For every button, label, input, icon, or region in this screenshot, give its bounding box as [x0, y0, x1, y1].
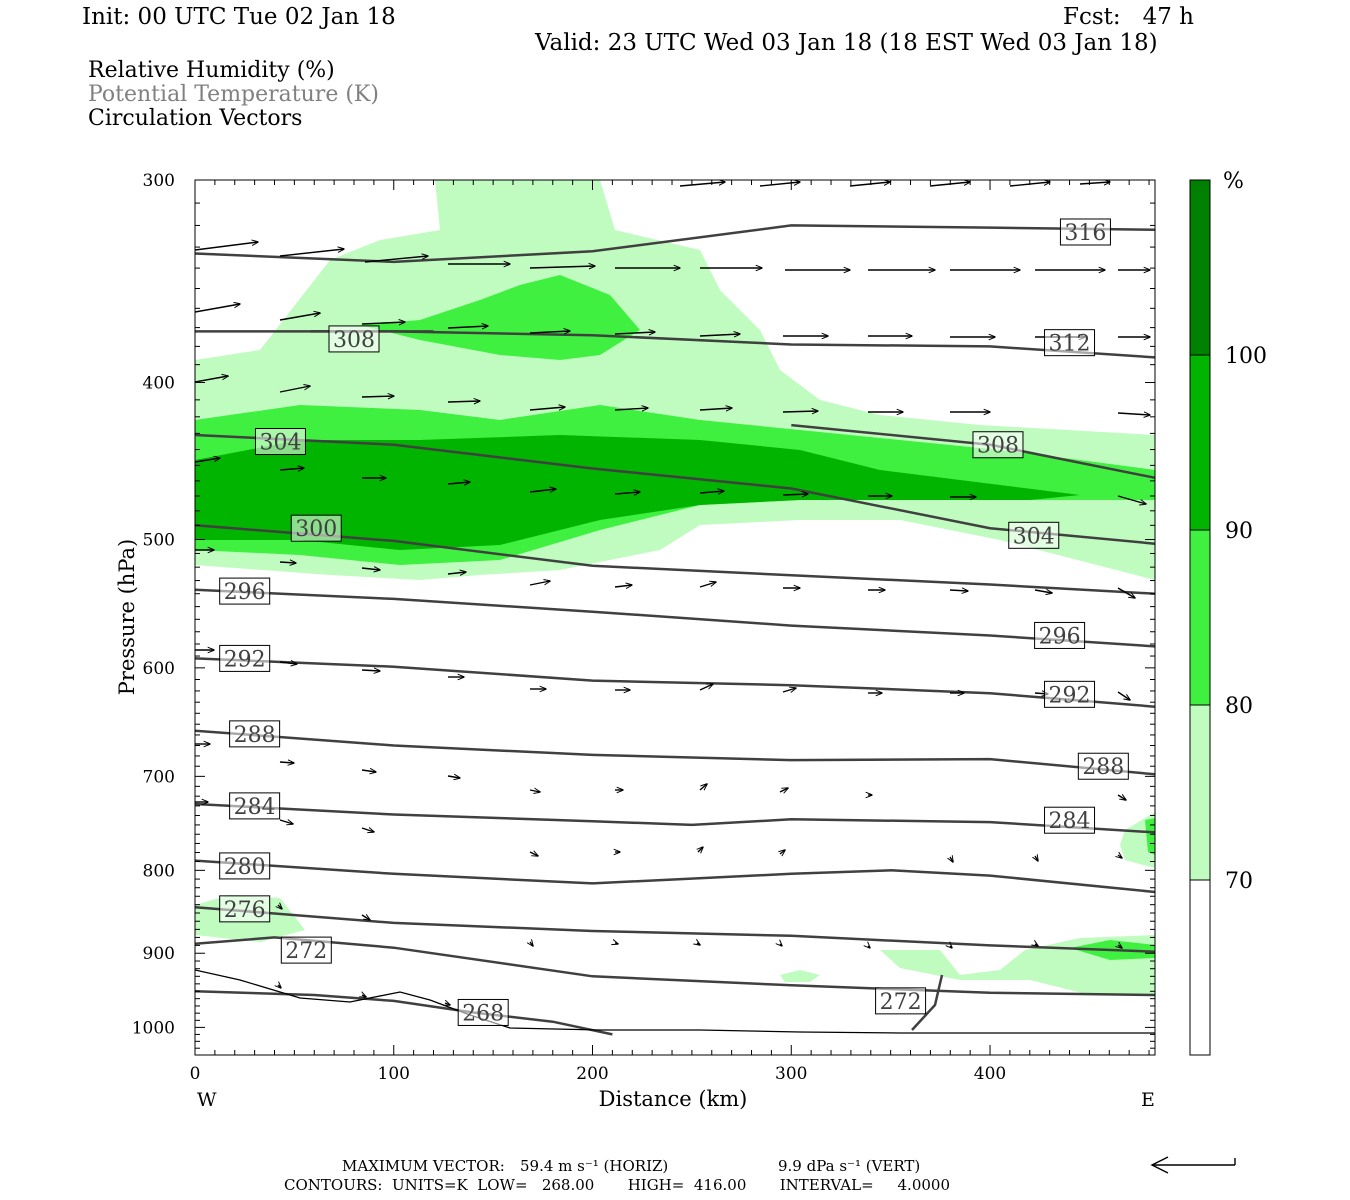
contour-label-box	[972, 431, 1024, 459]
x-tick-label: 0	[190, 1064, 201, 1084]
y-tick-label: 500	[143, 531, 175, 551]
x-tick-label: 100	[378, 1064, 410, 1084]
theta-contour-296	[195, 588, 1155, 648]
contour-label: 304	[1013, 524, 1055, 549]
colorbar: % 100 90 80 70	[1189, 169, 1267, 1056]
axes: 0 100 200 300 400 300 400 500 600 700 800 900 1000 Di…	[115, 171, 1155, 1111]
contour-label-box	[1034, 621, 1086, 649]
legend-potential-temperature: Potential Temperature (K)	[88, 82, 379, 107]
contour-label-box	[1044, 329, 1096, 357]
contour-label: 284	[234, 795, 276, 820]
contour-label: 292	[1049, 683, 1091, 708]
contour-label: 272	[880, 990, 922, 1015]
y-tick-label: 400	[143, 373, 175, 393]
contour-label: 308	[977, 434, 1019, 459]
x-tick-label: 400	[974, 1064, 1006, 1084]
contour-label-box	[219, 644, 271, 672]
theta-contour-280	[195, 859, 1155, 894]
theta-contour-292	[195, 657, 1155, 708]
plot-frame	[194, 179, 1156, 1056]
rh-70-small-cell	[780, 970, 820, 982]
theta-contour-300	[195, 524, 1155, 595]
y-tick-label: 1000	[132, 1018, 175, 1038]
contour-label-box	[254, 428, 306, 456]
contour-label: 288	[234, 723, 276, 748]
colorbar-below-70	[1189, 879, 1211, 1056]
contour-label: 280	[224, 855, 266, 880]
y-tick-label: 700	[143, 767, 175, 787]
contour-label: 296	[224, 580, 266, 605]
max-vector-vert: 9.9 dPa s⁻¹ (VERT)	[778, 1157, 921, 1175]
contour-label: 284	[1049, 809, 1091, 834]
x-tick-label: 300	[775, 1064, 807, 1084]
y-tick-label: 900	[143, 944, 175, 964]
contour-label-box	[219, 577, 271, 605]
contour-label-box	[328, 325, 380, 353]
contour-label-box	[229, 720, 281, 748]
colorbar-70	[1189, 704, 1211, 881]
contour-label: 268	[462, 1001, 504, 1026]
colorbar-label-80: 80	[1225, 694, 1253, 719]
theta-contour-272	[195, 936, 1155, 997]
max-vector-label: MAXIMUM VECTOR:	[342, 1157, 505, 1175]
reference-vector-icon	[1150, 1156, 1236, 1174]
theta-contour-276	[195, 905, 1155, 953]
x-tick-label: 200	[576, 1064, 608, 1084]
contour-label: 292	[224, 647, 266, 672]
contour-label-box	[229, 792, 281, 820]
colorbar-100	[1189, 179, 1211, 356]
init-time: Init: 00 UTC Tue 02 Jan 18	[82, 4, 396, 30]
theta-contour-316	[195, 224, 1155, 264]
contour-label: 296	[1039, 624, 1081, 649]
contour-label-box	[1077, 752, 1129, 780]
colorbar-label-90: 90	[1225, 519, 1253, 544]
contour-label-box	[875, 987, 927, 1015]
contour-label-box	[457, 998, 509, 1026]
contour-label-box	[1044, 680, 1096, 708]
legend-circulation-vectors: Circulation Vectors	[88, 106, 303, 131]
contour-labels: 316 312 308 308 304 304 300 296 296 292 292 288 288 2…	[219, 218, 1129, 1026]
theta-contour-284	[195, 802, 1155, 834]
east-label: E	[1141, 1089, 1155, 1111]
contour-label: 308	[333, 328, 375, 353]
contour-label-box	[1008, 521, 1060, 549]
colorbar-label-70: 70	[1225, 869, 1253, 894]
legend-relative-humidity: Relative Humidity (%)	[88, 58, 335, 83]
colorbar-90	[1189, 354, 1211, 531]
contour-info: CONTOURS: UNITS=K LOW= 268.00 HIGH= 416.…	[284, 1176, 950, 1194]
theta-contour-268	[195, 990, 613, 1036]
relative-humidity-shading	[195, 180, 1155, 995]
max-vector-horiz: 59.4 m s⁻¹ (HORIZ)	[520, 1157, 669, 1175]
contour-label-box	[219, 895, 271, 923]
contour-label: 276	[224, 898, 266, 923]
theta-contour-288	[195, 729, 1155, 776]
x-axis-label: Distance (km)	[599, 1087, 748, 1111]
contour-label-box	[1044, 806, 1096, 834]
contour-label: 304	[259, 431, 301, 456]
colorbar-label-100: 100	[1225, 344, 1267, 369]
contour-label: 316	[1064, 221, 1106, 246]
terrain-ridge-line	[911, 974, 944, 1031]
y-axis-label: Pressure (hPa)	[115, 539, 139, 695]
contour-label-box	[280, 936, 332, 964]
y-tick-label: 800	[143, 861, 175, 881]
rh-80-right-cell	[1145, 818, 1155, 855]
colorbar-80	[1189, 529, 1211, 706]
colorbar-unit: %	[1223, 169, 1244, 194]
y-tick-label: 600	[143, 659, 175, 679]
west-label: W	[197, 1089, 217, 1111]
forecast-hour: Fcst: 47 h	[1063, 4, 1194, 30]
y-tick-label: 300	[143, 171, 175, 191]
rh-80-upper-cell	[360, 275, 640, 360]
contour-label: 288	[1082, 755, 1124, 780]
contour-label: 312	[1049, 332, 1091, 357]
contour-label-box	[1059, 218, 1111, 246]
valid-time: Valid: 23 UTC Wed 03 Jan 18 (18 EST Wed …	[535, 30, 1158, 56]
contour-label-box	[219, 852, 271, 880]
contour-label: 300	[295, 517, 337, 542]
contour-label: 272	[285, 939, 327, 964]
contour-label-box	[290, 514, 342, 542]
